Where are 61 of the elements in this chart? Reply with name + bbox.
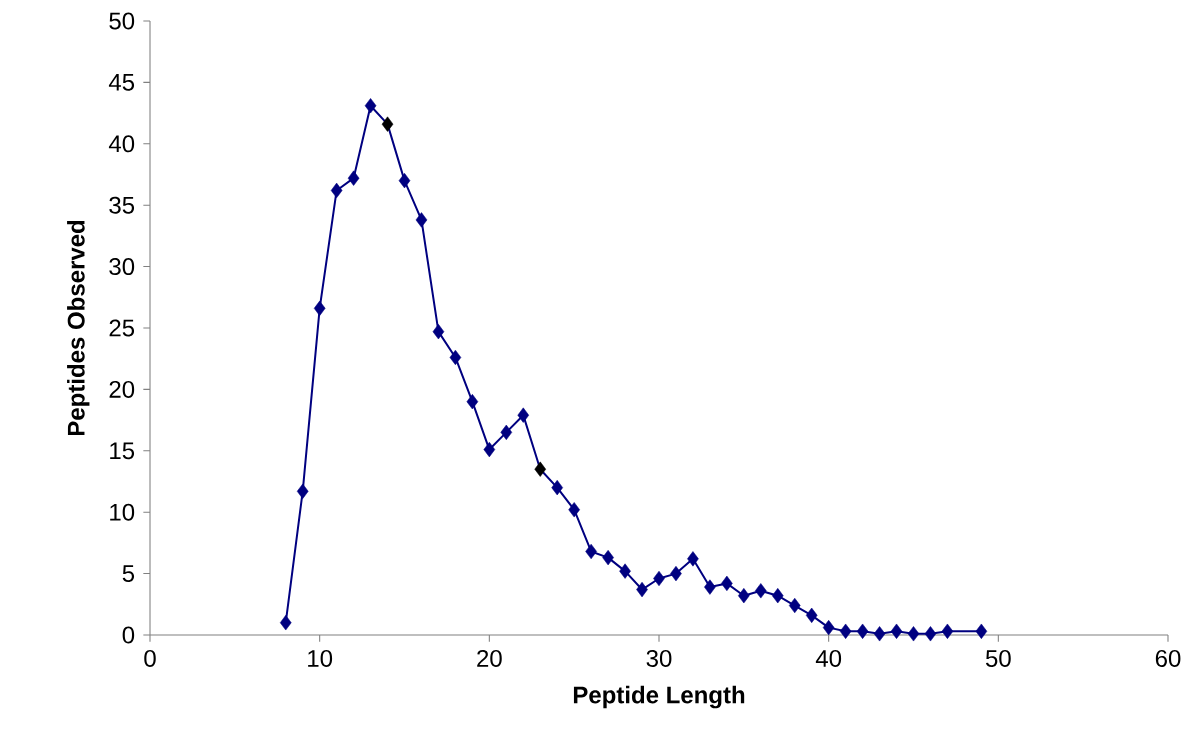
point [856,623,869,639]
point [432,324,445,340]
point [721,575,733,592]
point [415,212,428,228]
y-tick-label: 5 [122,565,135,582]
x-tick-label: 20 [477,649,502,667]
y-tick-label: 25 [109,319,135,337]
y-axis-title: Peptides Observed [67,220,90,436]
y-tick-label: 45 [108,74,135,91]
x-tick-label: 0 [144,649,156,667]
point [551,480,563,496]
y-tick-label: 40 [108,135,135,153]
point [822,620,835,636]
point [788,597,801,614]
point [772,588,784,604]
point [890,623,903,639]
point [687,551,699,567]
y-tick-label: 50 [109,12,135,30]
y-tick-label: 35 [109,196,135,214]
point [907,626,920,642]
x-tick-label: 10 [308,649,333,667]
y-tick-label: 15 [110,442,135,460]
point [330,182,343,199]
point [924,626,937,642]
point [279,615,292,631]
x-tick-label: 40 [815,649,842,667]
point [704,579,716,595]
point [364,98,377,114]
x-tick-label: 60 [1155,649,1181,667]
point [602,550,614,566]
point [653,570,665,587]
y-tick-label: 30 [109,258,135,276]
point [313,300,326,316]
point [619,563,631,579]
x-axis-title: Peptide Length [573,685,745,709]
point [466,394,479,410]
y-tick-label: 0 [122,626,135,644]
y-tick-label: 20 [109,380,135,398]
y-tick-label: 10 [110,503,135,521]
point [670,565,682,582]
point [636,581,648,598]
point [738,588,750,604]
point [347,170,360,186]
point [483,441,496,458]
point [449,349,462,366]
point [873,626,886,642]
point [805,607,818,623]
point [585,543,597,560]
point [755,583,767,599]
point [975,623,988,639]
point [568,502,580,518]
point [296,483,309,499]
x-tick-label: 30 [646,649,672,667]
point [839,623,852,639]
x-tick-label: 50 [985,649,1011,667]
point [398,173,411,189]
point [500,424,513,440]
point [941,623,954,639]
point [381,116,394,132]
point [517,407,530,423]
point [534,461,547,477]
